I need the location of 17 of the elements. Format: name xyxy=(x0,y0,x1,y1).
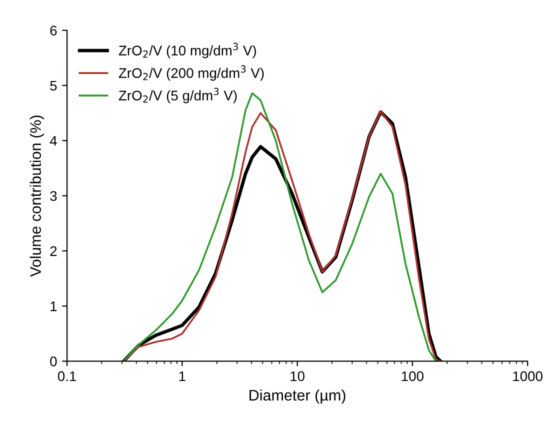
y-tick-label: 4 xyxy=(50,136,57,146)
x-axis-title: Diameter (µm) xyxy=(250,389,346,404)
x-tick-label: 100 xyxy=(402,371,424,382)
y-tick-label: 6 xyxy=(50,26,57,36)
x-tick-label: 1 xyxy=(179,371,186,382)
x-tick-label: 1000 xyxy=(513,371,542,382)
legend-label: ZrO$_{2}$/V (5 g/dm$^{3}$ V) xyxy=(118,88,237,104)
legend-label: ZrO$_{2}$/V (200 mg/dm$^{3}$ V) xyxy=(118,65,264,81)
y-tick-label: 0 xyxy=(50,356,57,366)
y-tick-label: 2 xyxy=(50,246,57,256)
y-tick-label: 1 xyxy=(50,302,57,312)
x-tick-label: 10 xyxy=(290,371,304,382)
y-axis-title: Volume contribution (%) xyxy=(30,116,44,277)
y-tick-label: 5 xyxy=(50,80,57,91)
x-tick-label: 0.1 xyxy=(58,371,76,382)
y-tick-label: 3 xyxy=(50,191,57,201)
legend-label: ZrO$_{2}$/V (10 mg/dm$^{3}$ V) xyxy=(118,42,256,58)
